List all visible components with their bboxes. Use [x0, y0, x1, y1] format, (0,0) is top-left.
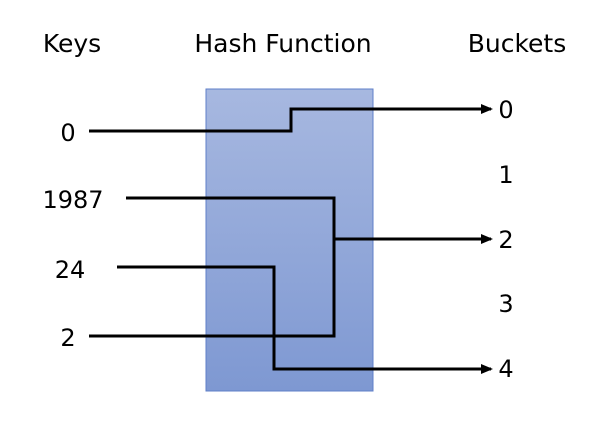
hash-function-header: Hash Function: [194, 29, 371, 58]
mapping-line-key-24: [117, 265, 493, 374]
mapping-line-key-0: [89, 104, 493, 133]
key-label: 1987: [42, 186, 103, 214]
bucket-label: 3: [498, 290, 513, 318]
key-label: 0: [60, 119, 75, 147]
bucket-label: 2: [498, 226, 513, 254]
key-label: 24: [55, 256, 86, 284]
keys-header: Keys: [43, 29, 101, 58]
bucket-label: 1: [498, 161, 513, 189]
mapping-line-key-2: [89, 239, 336, 338]
mapping-line-key-1987: [126, 196, 336, 239]
bucket-label: 4: [498, 355, 513, 383]
buckets-header: Buckets: [468, 29, 567, 58]
key-label: 2: [60, 324, 75, 352]
bucket-label: 0: [498, 96, 513, 124]
